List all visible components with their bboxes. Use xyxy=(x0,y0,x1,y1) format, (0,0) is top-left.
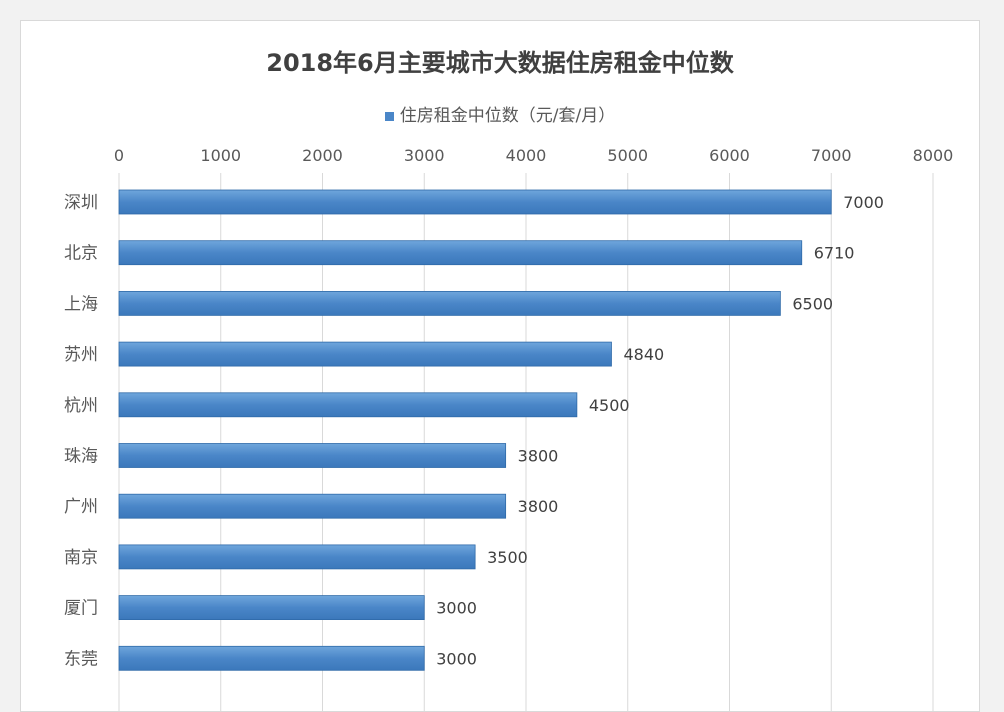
chart-legend: 住房租金中位数（元/套/月） xyxy=(21,101,979,126)
bar xyxy=(118,493,507,519)
x-tick-label: 2000 xyxy=(302,146,343,165)
data-label: 4500 xyxy=(589,396,630,415)
category-label: 厦门 xyxy=(64,599,98,619)
x-tick-label: 6000 xyxy=(709,146,750,165)
chart-title: 2018年6月主要城市大数据住房租金中位数 xyxy=(266,49,734,77)
data-label: 3800 xyxy=(518,447,559,466)
data-label: 3500 xyxy=(487,548,528,567)
chart-frame: 2018年6月主要城市大数据住房租金中位数 住房租金中位数（元/套/月） 0 10… xyxy=(20,20,980,712)
category-label: 杭州 xyxy=(64,396,98,416)
data-label: 4840 xyxy=(623,345,664,364)
x-tick-label: 3000 xyxy=(404,146,445,165)
category-label: 东莞 xyxy=(64,649,98,669)
category-label: 南京 xyxy=(64,548,98,568)
chart-plot: 0 1000 2000 3000 4000 5000 6000 7000 8000 深圳 7000 北… xyxy=(64,146,954,711)
data-label: 3800 xyxy=(518,497,559,516)
data-label: 7000 xyxy=(843,193,884,212)
x-tick-label: 0 xyxy=(114,146,124,165)
bar xyxy=(118,443,507,468)
x-tick-label: 8000 xyxy=(913,146,954,165)
bar xyxy=(118,240,803,266)
category-label: 珠海 xyxy=(64,447,98,467)
bar xyxy=(118,544,476,570)
category-label: 苏州 xyxy=(64,345,98,365)
x-tick-label: 4000 xyxy=(506,146,547,165)
category-label: 深圳 xyxy=(64,193,98,213)
legend-swatch xyxy=(384,111,394,121)
data-label: 3000 xyxy=(436,649,477,668)
category-label: 上海 xyxy=(64,294,98,314)
bar xyxy=(118,290,781,316)
x-tick-label: 1000 xyxy=(200,146,241,165)
category-label: 北京 xyxy=(64,244,98,264)
x-tick-label: 5000 xyxy=(607,146,648,165)
category-label: 广州 xyxy=(64,497,98,517)
bar xyxy=(118,189,832,215)
bar xyxy=(118,645,425,671)
data-label: 6710 xyxy=(814,244,855,263)
data-label: 3000 xyxy=(436,599,477,618)
bar xyxy=(118,341,612,367)
bar xyxy=(118,595,425,620)
data-label: 6500 xyxy=(792,294,833,313)
legend-label: 住房租金中位数（元/套/月） xyxy=(399,106,616,126)
x-tick-label: 7000 xyxy=(811,146,852,165)
bar xyxy=(118,392,578,418)
